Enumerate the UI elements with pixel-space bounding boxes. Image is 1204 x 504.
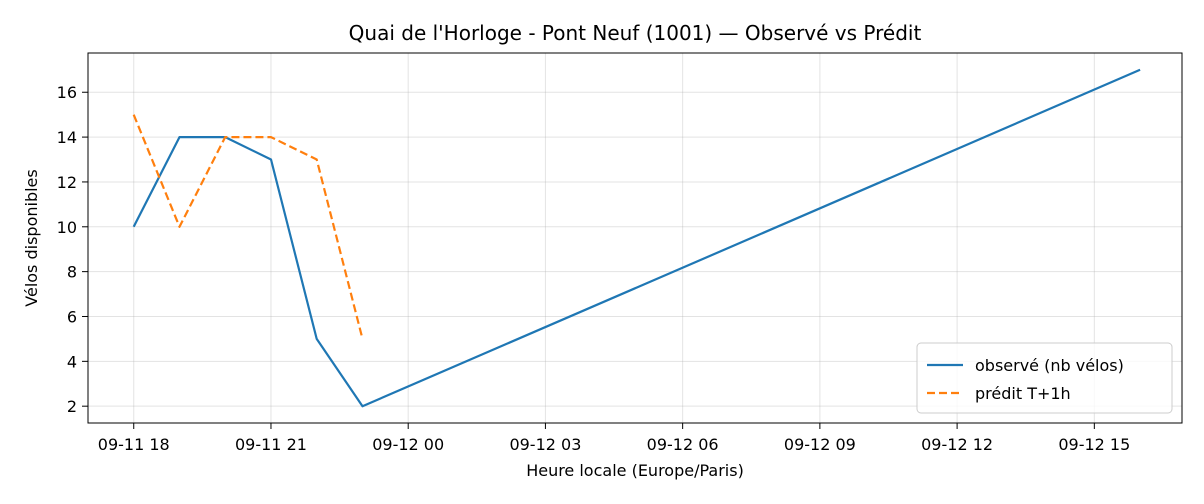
x-tick-label: 09-12 09 <box>784 435 856 454</box>
series-line-predit <box>132 114 364 340</box>
x-tick-label: 09-11 21 <box>235 435 307 454</box>
x-tick-label: 09-12 15 <box>1058 435 1130 454</box>
legend-box <box>916 342 1173 414</box>
chart-title: Quai de l'Horloge - Pont Neuf (1001) — O… <box>349 21 922 45</box>
y-axis-title: Vélos disponibles <box>22 169 41 306</box>
x-axis-title: Heure locale (Europe/Paris) <box>526 461 744 480</box>
y-tick-label: 4 <box>67 352 77 371</box>
x-axis: 09-11 18 09-11 21 09-12 00 09-12 03 09-12 06… <box>98 423 1130 454</box>
plot-frame <box>87 52 1183 424</box>
x-tick-label: 09-12 03 <box>509 435 581 454</box>
y-tick-label: 6 <box>67 307 77 326</box>
x-tick-label: 09-12 00 <box>372 435 444 454</box>
series-line-observe <box>132 68 1141 408</box>
y-tick-label: 12 <box>57 173 77 192</box>
y-axis: 2 4 6 8 10 12 14 16 <box>57 83 88 416</box>
y-tick-label: 10 <box>57 218 77 237</box>
y-tick-label: 14 <box>57 128 77 147</box>
x-tick-label: 09-12 12 <box>921 435 993 454</box>
x-tick-label: 09-12 06 <box>647 435 719 454</box>
x-tick-label: 09-11 18 <box>98 435 170 454</box>
legend: observé (nb vélos) prédit T+1h <box>916 342 1173 414</box>
legend-label: prédit T+1h <box>975 384 1071 403</box>
y-tick-label: 16 <box>57 83 77 102</box>
legend-label: observé (nb vélos) <box>975 356 1124 375</box>
y-tick-label: 2 <box>67 397 77 416</box>
series-layer <box>132 68 1141 408</box>
y-tick-label: 8 <box>67 263 77 282</box>
